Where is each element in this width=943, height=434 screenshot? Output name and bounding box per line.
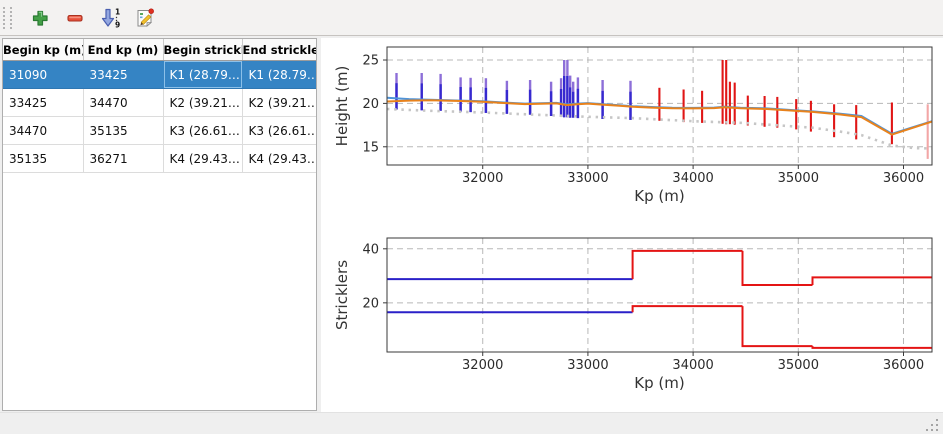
charts-canvas: 32000 33000 34000 35000 36000 15 20 25 Kp (m) Hei… — [333, 46, 933, 392]
y-axis-label: Height (m) — [333, 66, 351, 147]
column-header-4[interactable]: End strickler — [242, 39, 316, 61]
x-tick-label: 33000 — [567, 171, 608, 186]
sort-numeric-icon: 1 9 — [101, 7, 120, 29]
table-cell[interactable]: K4 (29.43… — [242, 144, 316, 173]
table-cell[interactable]: K4 (29.43… — [163, 144, 243, 173]
toolbar-drag-handle[interactable] — [3, 6, 12, 29]
plot-border — [386, 46, 933, 166]
add-row-button[interactable] — [26, 4, 54, 32]
main-channel-strickler — [741, 250, 813, 286]
height-profile-chart: 32000 33000 34000 35000 36000 15 20 25 Kp (m) Hei… — [333, 46, 933, 205]
table-cell[interactable]: K2 (39.21… — [163, 88, 243, 117]
charts-panel: 32000 33000 34000 35000 36000 15 20 25 Kp (m) Hei… — [321, 38, 943, 412]
floodplain-strickler — [741, 306, 813, 348]
bed-profile-line — [386, 99, 933, 136]
y-tick-label: 20 — [362, 97, 379, 112]
plus-icon — [32, 10, 48, 26]
table-cell[interactable]: K3 (26.61… — [242, 116, 316, 145]
toolbar: 1 9 — [0, 0, 943, 36]
x-tick-label: 34000 — [672, 171, 713, 186]
svg-text:9: 9 — [115, 20, 120, 29]
table-cell[interactable]: K3 (26.61… — [163, 116, 243, 145]
x-tick-label: 36000 — [883, 358, 924, 373]
remove-row-button[interactable] — [61, 4, 89, 32]
x-tick-label: 34000 — [672, 358, 713, 373]
table-row[interactable]: 35135 36271 K4 (29.43… K4 (29.43… — [3, 144, 316, 173]
column-header-2[interactable]: End kp (m) — [83, 39, 164, 61]
main-channel-strickler — [631, 249, 743, 280]
x-axis-label: Kp (m) — [634, 187, 684, 205]
table-cell[interactable]: 35135 — [3, 144, 84, 173]
resize-grip-icon[interactable] — [924, 418, 940, 432]
table-row[interactable]: 33425 34470 K2 (39.21… K2 (39.21… — [3, 88, 316, 117]
x-tick-label: 36000 — [883, 171, 924, 186]
edit-button[interactable] — [131, 4, 159, 32]
table-row[interactable]: 34470 35135 K3 (26.61… K3 (26.61… — [3, 116, 316, 145]
table-cell[interactable]: 36271 — [83, 144, 164, 173]
column-header-1[interactable]: Begin kp (m) — [3, 39, 84, 61]
table-cell[interactable]: K2 (39.21… — [242, 88, 316, 117]
x-tick-label: 35000 — [778, 171, 819, 186]
table-cell[interactable]: 35135 — [83, 116, 164, 145]
table-header: Begin kp (m)End kp (m)Begin stricklerEnd… — [3, 39, 316, 61]
y-tick-label: 40 — [362, 242, 379, 257]
stricklers-chart: 32000 33000 34000 35000 36000 20 40 Kp (m) Stric… — [333, 237, 933, 392]
y-tick-label: 15 — [362, 140, 379, 155]
x-tick-label: 35000 — [778, 358, 819, 373]
table-cell[interactable]: 33425 — [83, 60, 164, 89]
strickler-zones-table: Begin kp (m)End kp (m)Begin stricklerEnd… — [3, 39, 316, 173]
x-tick-label: 33000 — [567, 358, 608, 373]
strickler-zones-table-panel: Begin kp (m)End kp (m)Begin stricklerEnd… — [2, 38, 317, 411]
table-cell[interactable]: K1 (28.79… — [242, 60, 316, 89]
x-axis-label: Kp (m) — [634, 374, 684, 392]
svg-text:1: 1 — [115, 7, 120, 16]
status-bar — [0, 412, 943, 434]
y-tick-label: 20 — [362, 296, 379, 311]
x-tick-label: 32000 — [462, 171, 503, 186]
x-tick-label: 32000 — [462, 358, 503, 373]
lower-bed-dotted-line — [386, 107, 933, 150]
column-header-3[interactable]: Begin strickler — [163, 39, 243, 61]
plot-border — [386, 237, 933, 353]
sort-rows-button[interactable]: 1 9 — [96, 4, 124, 32]
edit-pencil-icon — [137, 7, 154, 27]
y-tick-label: 25 — [362, 54, 379, 69]
table-cell[interactable]: 34470 — [83, 88, 164, 117]
floodplain-strickler — [811, 346, 932, 349]
table-cell[interactable]: 33425 — [3, 88, 84, 117]
table-row[interactable]: 31090 33425 K1 (28.79… K1 (28.79… — [3, 60, 316, 89]
minus-icon — [67, 14, 83, 22]
main-channel-strickler — [811, 276, 932, 285]
table-cell[interactable]: 31090 — [3, 60, 84, 89]
table-cell[interactable]: K1 (28.79… — [163, 60, 243, 89]
table-cell[interactable]: 34470 — [3, 116, 84, 145]
y-axis-label: Stricklers — [333, 260, 351, 330]
floodplain-strickler — [631, 305, 743, 313]
